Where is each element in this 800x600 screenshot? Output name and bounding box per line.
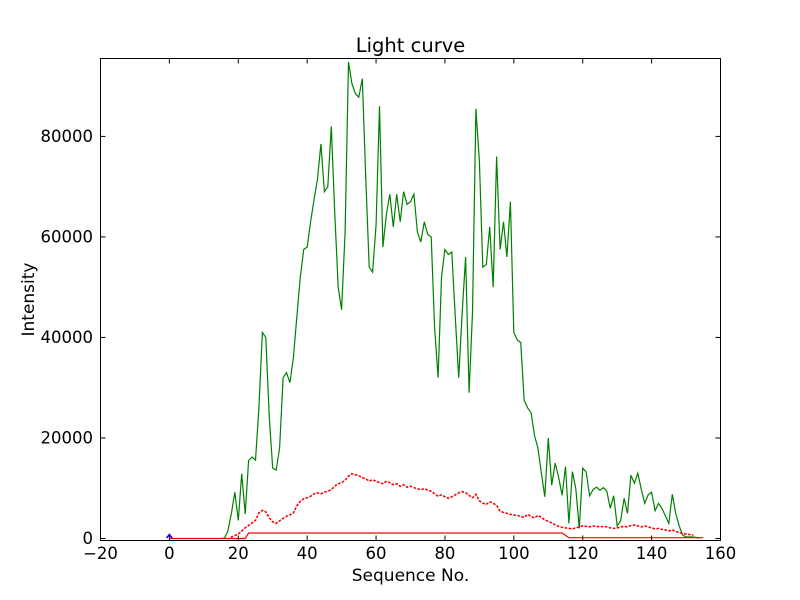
x-axis-label: Sequence No. [352,566,469,586]
series-main-light-curve [221,61,700,540]
x-tick-label: 80 [434,544,455,563]
y-tick-label: 0 [83,529,94,548]
y-tick-label: 80000 [41,127,94,146]
x-tick-label: 120 [567,544,599,563]
chart-title: Light curve [356,34,466,57]
x-tick-label: 40 [297,544,318,563]
y-tick-label: 60000 [41,227,94,246]
y-tick-label: 40000 [41,328,94,347]
x-tick-label: −20 [83,544,118,563]
axes-frame [100,58,721,541]
x-tick-label: 140 [636,544,668,563]
x-tick-label: 100 [498,544,530,563]
series-blue-marker-at-zero [166,533,173,539]
series-baseline-solid-red [169,532,704,540]
x-tick-label: 0 [164,544,175,563]
x-tick-label: 20 [228,544,249,563]
y-axis-label: Intensity [19,263,39,337]
y-tick-label: 20000 [41,428,94,447]
x-tick-label: 60 [366,544,387,563]
x-tick-label: 160 [705,544,737,563]
series-secondary-dotted-curve [230,472,694,538]
